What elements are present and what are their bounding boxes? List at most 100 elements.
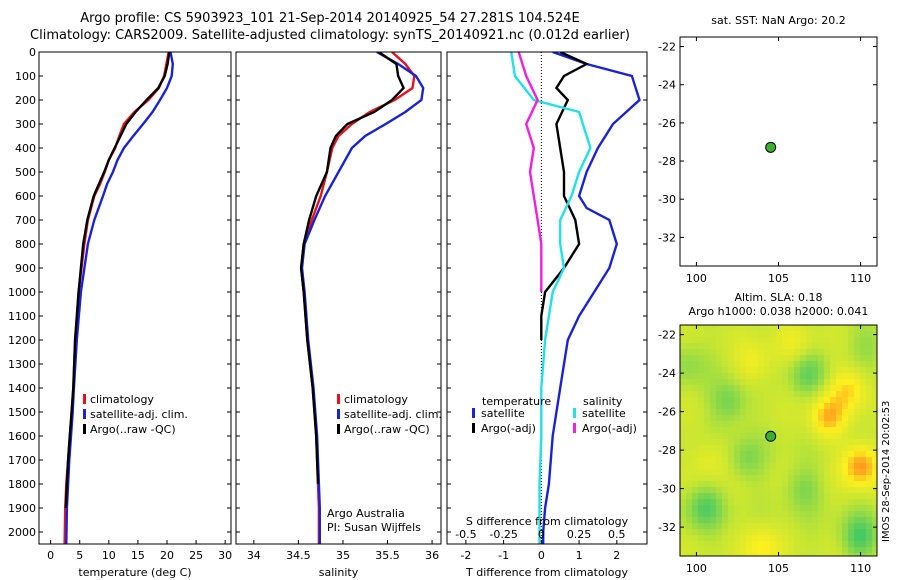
heatmap-cell: [752, 349, 759, 356]
heatmap-cell: [830, 535, 837, 542]
heatmap-cell: [854, 535, 861, 542]
heatmap-cell: [776, 523, 783, 530]
heatmap-cell: [818, 409, 825, 416]
heatmap-cell: [770, 403, 777, 410]
heatmap-cell: [764, 451, 771, 458]
heatmap-cell: [824, 343, 831, 350]
heatmap-cell: [860, 547, 867, 554]
heatmap-cell: [854, 547, 861, 554]
heatmap-cell: [710, 325, 717, 332]
heatmap-cell: [794, 445, 801, 452]
heatmap-cell: [740, 367, 747, 374]
heatmap-cell: [800, 547, 807, 554]
heatmap-cell: [758, 397, 765, 404]
heatmap-cell: [794, 499, 801, 506]
heatmap-cell: [782, 409, 789, 416]
heatmap-cell: [758, 373, 765, 380]
heatmap-cell: [836, 391, 843, 398]
heatmap-cell: [776, 505, 783, 512]
heatmap-cell: [782, 367, 789, 374]
heatmap-cell: [824, 517, 831, 524]
heatmap-cell: [872, 421, 877, 428]
heatmap-cell: [830, 529, 837, 536]
heatmap-cell: [680, 433, 687, 440]
heatmap-cell: [710, 457, 717, 464]
heatmap-cell: [686, 469, 693, 476]
heatmap-cell: [770, 397, 777, 404]
heatmap-cell: [788, 535, 795, 542]
heatmap-cell: [722, 415, 729, 422]
heatmap-cell: [728, 355, 735, 362]
heatmap-cell: [806, 421, 813, 428]
heatmap-cell: [848, 475, 855, 482]
heatmap-cell: [872, 529, 877, 536]
heatmap-cell: [734, 481, 741, 488]
heatmap-cell: [794, 409, 801, 416]
heatmap-cell: [782, 451, 789, 458]
heatmap-cell: [872, 505, 877, 512]
heatmap-cell: [854, 421, 861, 428]
heatmap-cell: [836, 535, 843, 542]
heatmap-cell: [866, 367, 873, 374]
heatmap-cell: [728, 415, 735, 422]
heatmap-cell: [698, 361, 705, 368]
argo-location-marker: [765, 141, 777, 153]
heatmap-cell: [722, 391, 729, 398]
heatmap-cell: [812, 463, 819, 470]
heatmap-cell: [806, 343, 813, 350]
heatmap-cell: [872, 397, 877, 404]
heatmap-cell: [794, 379, 801, 386]
heatmap-cell: [866, 385, 873, 392]
heatmap-cell: [824, 349, 831, 356]
heatmap-cell: [818, 391, 825, 398]
heatmap-cell: [680, 325, 687, 332]
heatmap-cell: [836, 403, 843, 410]
heatmap-cell: [728, 535, 735, 542]
legend-swatch: [337, 424, 340, 434]
heatmap-cell: [764, 511, 771, 518]
heatmap-cell: [776, 361, 783, 368]
heatmap-cell: [710, 421, 717, 428]
heatmap-cell: [686, 535, 693, 542]
heatmap-cell: [806, 385, 813, 392]
heatmap-cell: [800, 325, 807, 332]
heatmap-cell: [848, 331, 855, 338]
heatmap-cell: [740, 481, 747, 488]
heatmap-cell: [794, 505, 801, 512]
heatmap-cell: [854, 397, 861, 404]
heatmap-cell: [752, 433, 759, 440]
heatmap-cell: [698, 451, 705, 458]
heatmap-cell: [704, 391, 711, 398]
heatmap-cell: [800, 415, 807, 422]
heatmap-cell: [860, 421, 867, 428]
heatmap-cell: [842, 535, 849, 542]
heatmap-cell: [818, 493, 825, 500]
heatmap-cell: [788, 475, 795, 482]
heatmap-cell: [830, 385, 837, 392]
heatmap-cell: [818, 451, 825, 458]
heatmap-cell: [680, 421, 687, 428]
heatmap-cell: [800, 505, 807, 512]
x-tick-label: 10: [102, 549, 116, 562]
heatmap-cell: [782, 325, 789, 332]
heatmap-cell: [830, 367, 837, 374]
heatmap-cell: [698, 493, 705, 500]
heatmap-cell: [758, 409, 765, 416]
heatmap-cell: [680, 535, 687, 542]
heatmap-cell: [764, 487, 771, 494]
heatmap-cell: [692, 355, 699, 362]
heatmap-cell: [788, 523, 795, 530]
heatmap-cell: [686, 487, 693, 494]
heatmap-cell: [830, 427, 837, 434]
heatmap-cell: [794, 535, 801, 542]
heatmap-cell: [848, 457, 855, 464]
x-tick-label: 35.5: [375, 549, 400, 562]
heatmap-cell: [704, 337, 711, 344]
heatmap-cell: [764, 505, 771, 512]
heatmap-cell: [698, 343, 705, 350]
heatmap-cell: [722, 493, 729, 500]
heatmap-cell: [776, 481, 783, 488]
heatmap-cell: [722, 355, 729, 362]
heatmap-cell: [764, 493, 771, 500]
heatmap-cell: [710, 547, 717, 554]
